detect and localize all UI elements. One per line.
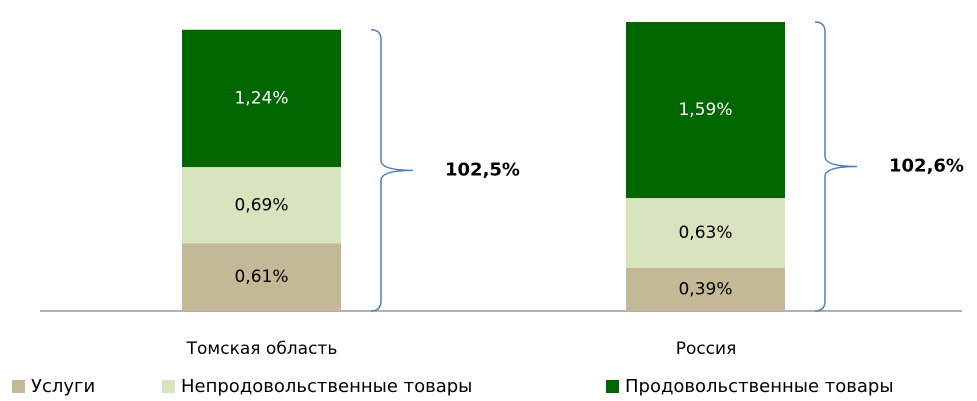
x-tick-label: Томская область — [186, 339, 338, 359]
data-label: 0,69% — [234, 195, 288, 215]
data-label: 0,63% — [678, 223, 732, 243]
legend-swatch — [162, 380, 175, 393]
legend-swatch — [12, 380, 25, 393]
data-label: 0,39% — [678, 279, 732, 299]
bar-segment — [182, 29, 341, 168]
bar-segment — [626, 198, 785, 268]
x-tick-label: Россия — [676, 339, 737, 359]
data-label: 0,61% — [234, 267, 288, 287]
brace — [370, 29, 414, 312]
bar-segment — [626, 22, 785, 199]
legend-swatch — [606, 380, 619, 393]
brace — [814, 21, 858, 312]
annotation: 102,6% — [889, 156, 964, 177]
legend-label: Услуги — [31, 376, 95, 397]
legend-label: Продовольственные товары — [625, 376, 894, 397]
bar-segment — [182, 243, 341, 311]
bar-segment — [182, 167, 341, 244]
data-label: 1,24% — [234, 88, 288, 108]
legend-label: Непродовольственные товары — [181, 376, 472, 397]
annotation: 102,5% — [445, 159, 520, 180]
data-label: 1,59% — [678, 100, 732, 120]
bar-segment — [626, 267, 785, 311]
